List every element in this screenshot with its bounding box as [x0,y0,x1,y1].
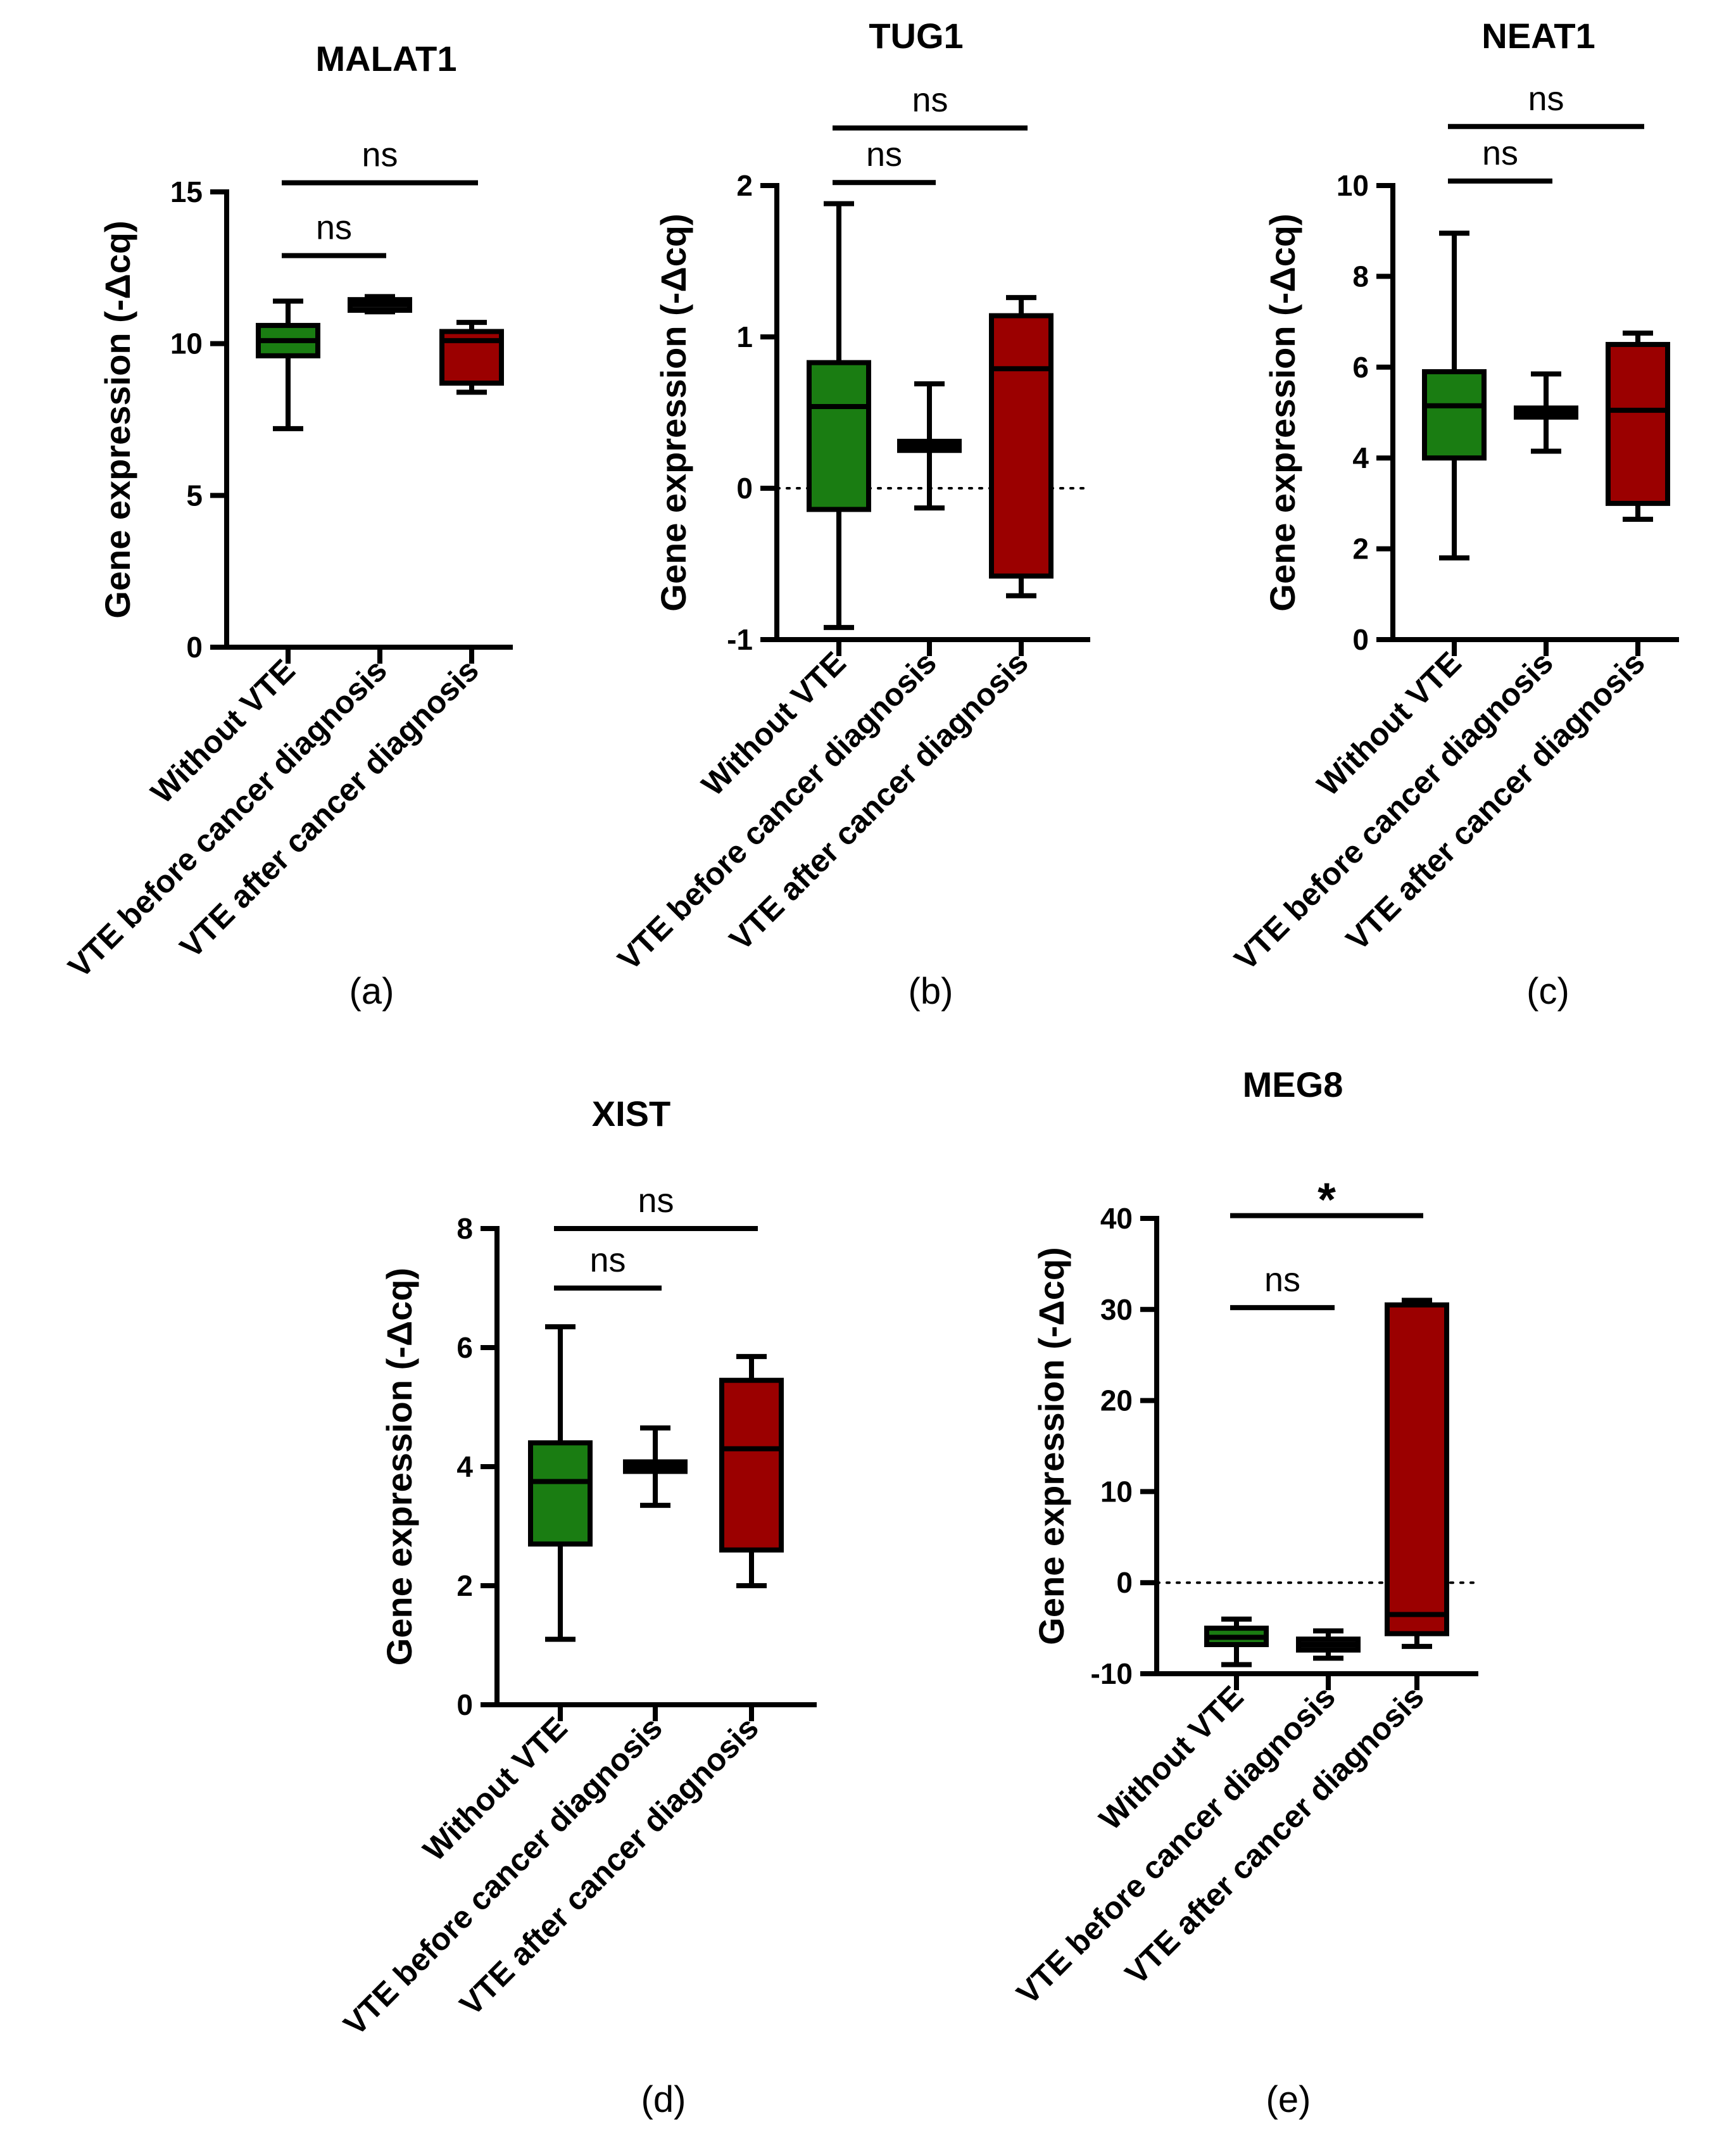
y-tick-label: 2 [736,169,753,202]
y-tick-label: 1 [736,320,753,353]
box-vte-after [989,313,1054,579]
panel-label: (c) [1526,971,1569,1012]
y-tick-label: 4 [456,1450,473,1483]
panel-label: (d) [641,2079,686,2120]
y-tick-label: 10 [170,327,203,360]
y-tick-label: -10 [1091,1657,1133,1690]
y-tick-label: 8 [1352,260,1369,293]
y-tick-label: 40 [1100,1202,1133,1235]
y-tick-label: 6 [1352,351,1369,384]
y-tick-label: 0 [456,1688,473,1721]
y-tick-label: 20 [1100,1384,1133,1417]
y-axis-label: Gene expression (-Δcq) [653,213,693,611]
y-tick-label: 2 [1352,533,1369,566]
y-axis-label: Gene expression (-Δcq) [1031,1247,1071,1645]
box-vte-after [1606,341,1670,506]
significance-label: ns [1482,134,1518,172]
panel-label: (a) [349,971,394,1012]
y-tick-label: 30 [1100,1293,1133,1326]
box-vte-after [719,1377,784,1553]
chart-title: NEAT1 [1481,16,1595,56]
y-tick-label: 6 [456,1331,473,1364]
box-without-vte [1422,369,1487,461]
significance-label: ns [912,81,948,119]
significance-label: ns [362,136,398,174]
y-axis-label: Gene expression (-Δcq) [1262,213,1302,611]
y-tick-label: 8 [456,1212,473,1245]
y-axis-label: Gene expression (-Δcq) [97,220,137,618]
chart-title: MEG8 [1243,1065,1343,1104]
y-tick-label: 0 [1352,623,1369,656]
chart-title: MALAT1 [316,39,457,79]
y-tick-label: -1 [727,623,753,656]
box-vte-after [1385,1302,1449,1636]
chart-title: XIST [592,1094,670,1134]
y-tick-label: 5 [186,479,203,512]
significance-label: ns [589,1241,626,1279]
y-tick-label: 15 [170,175,203,208]
y-tick-label: 0 [186,631,203,664]
significance-label: ns [316,209,352,247]
significance-label: * [1318,1173,1336,1226]
box-without-vte [528,1440,593,1547]
box-without-vte [807,360,871,512]
panel-label: (b) [909,971,953,1012]
chart-title: TUG1 [869,16,963,56]
significance-label: ns [1264,1261,1300,1299]
y-axis-label: Gene expression (-Δcq) [379,1268,419,1665]
y-tick-label: 10 [1100,1475,1133,1508]
panel-label: (e) [1266,2079,1311,2120]
y-tick-label: 10 [1337,169,1369,202]
y-tick-label: 2 [456,1569,473,1602]
significance-label: ns [1528,80,1564,118]
y-tick-label: 0 [736,472,753,505]
y-tick-label: 4 [1352,441,1369,474]
significance-label: ns [638,1182,674,1220]
y-tick-label: 0 [1116,1566,1133,1599]
significance-label: ns [866,136,902,174]
